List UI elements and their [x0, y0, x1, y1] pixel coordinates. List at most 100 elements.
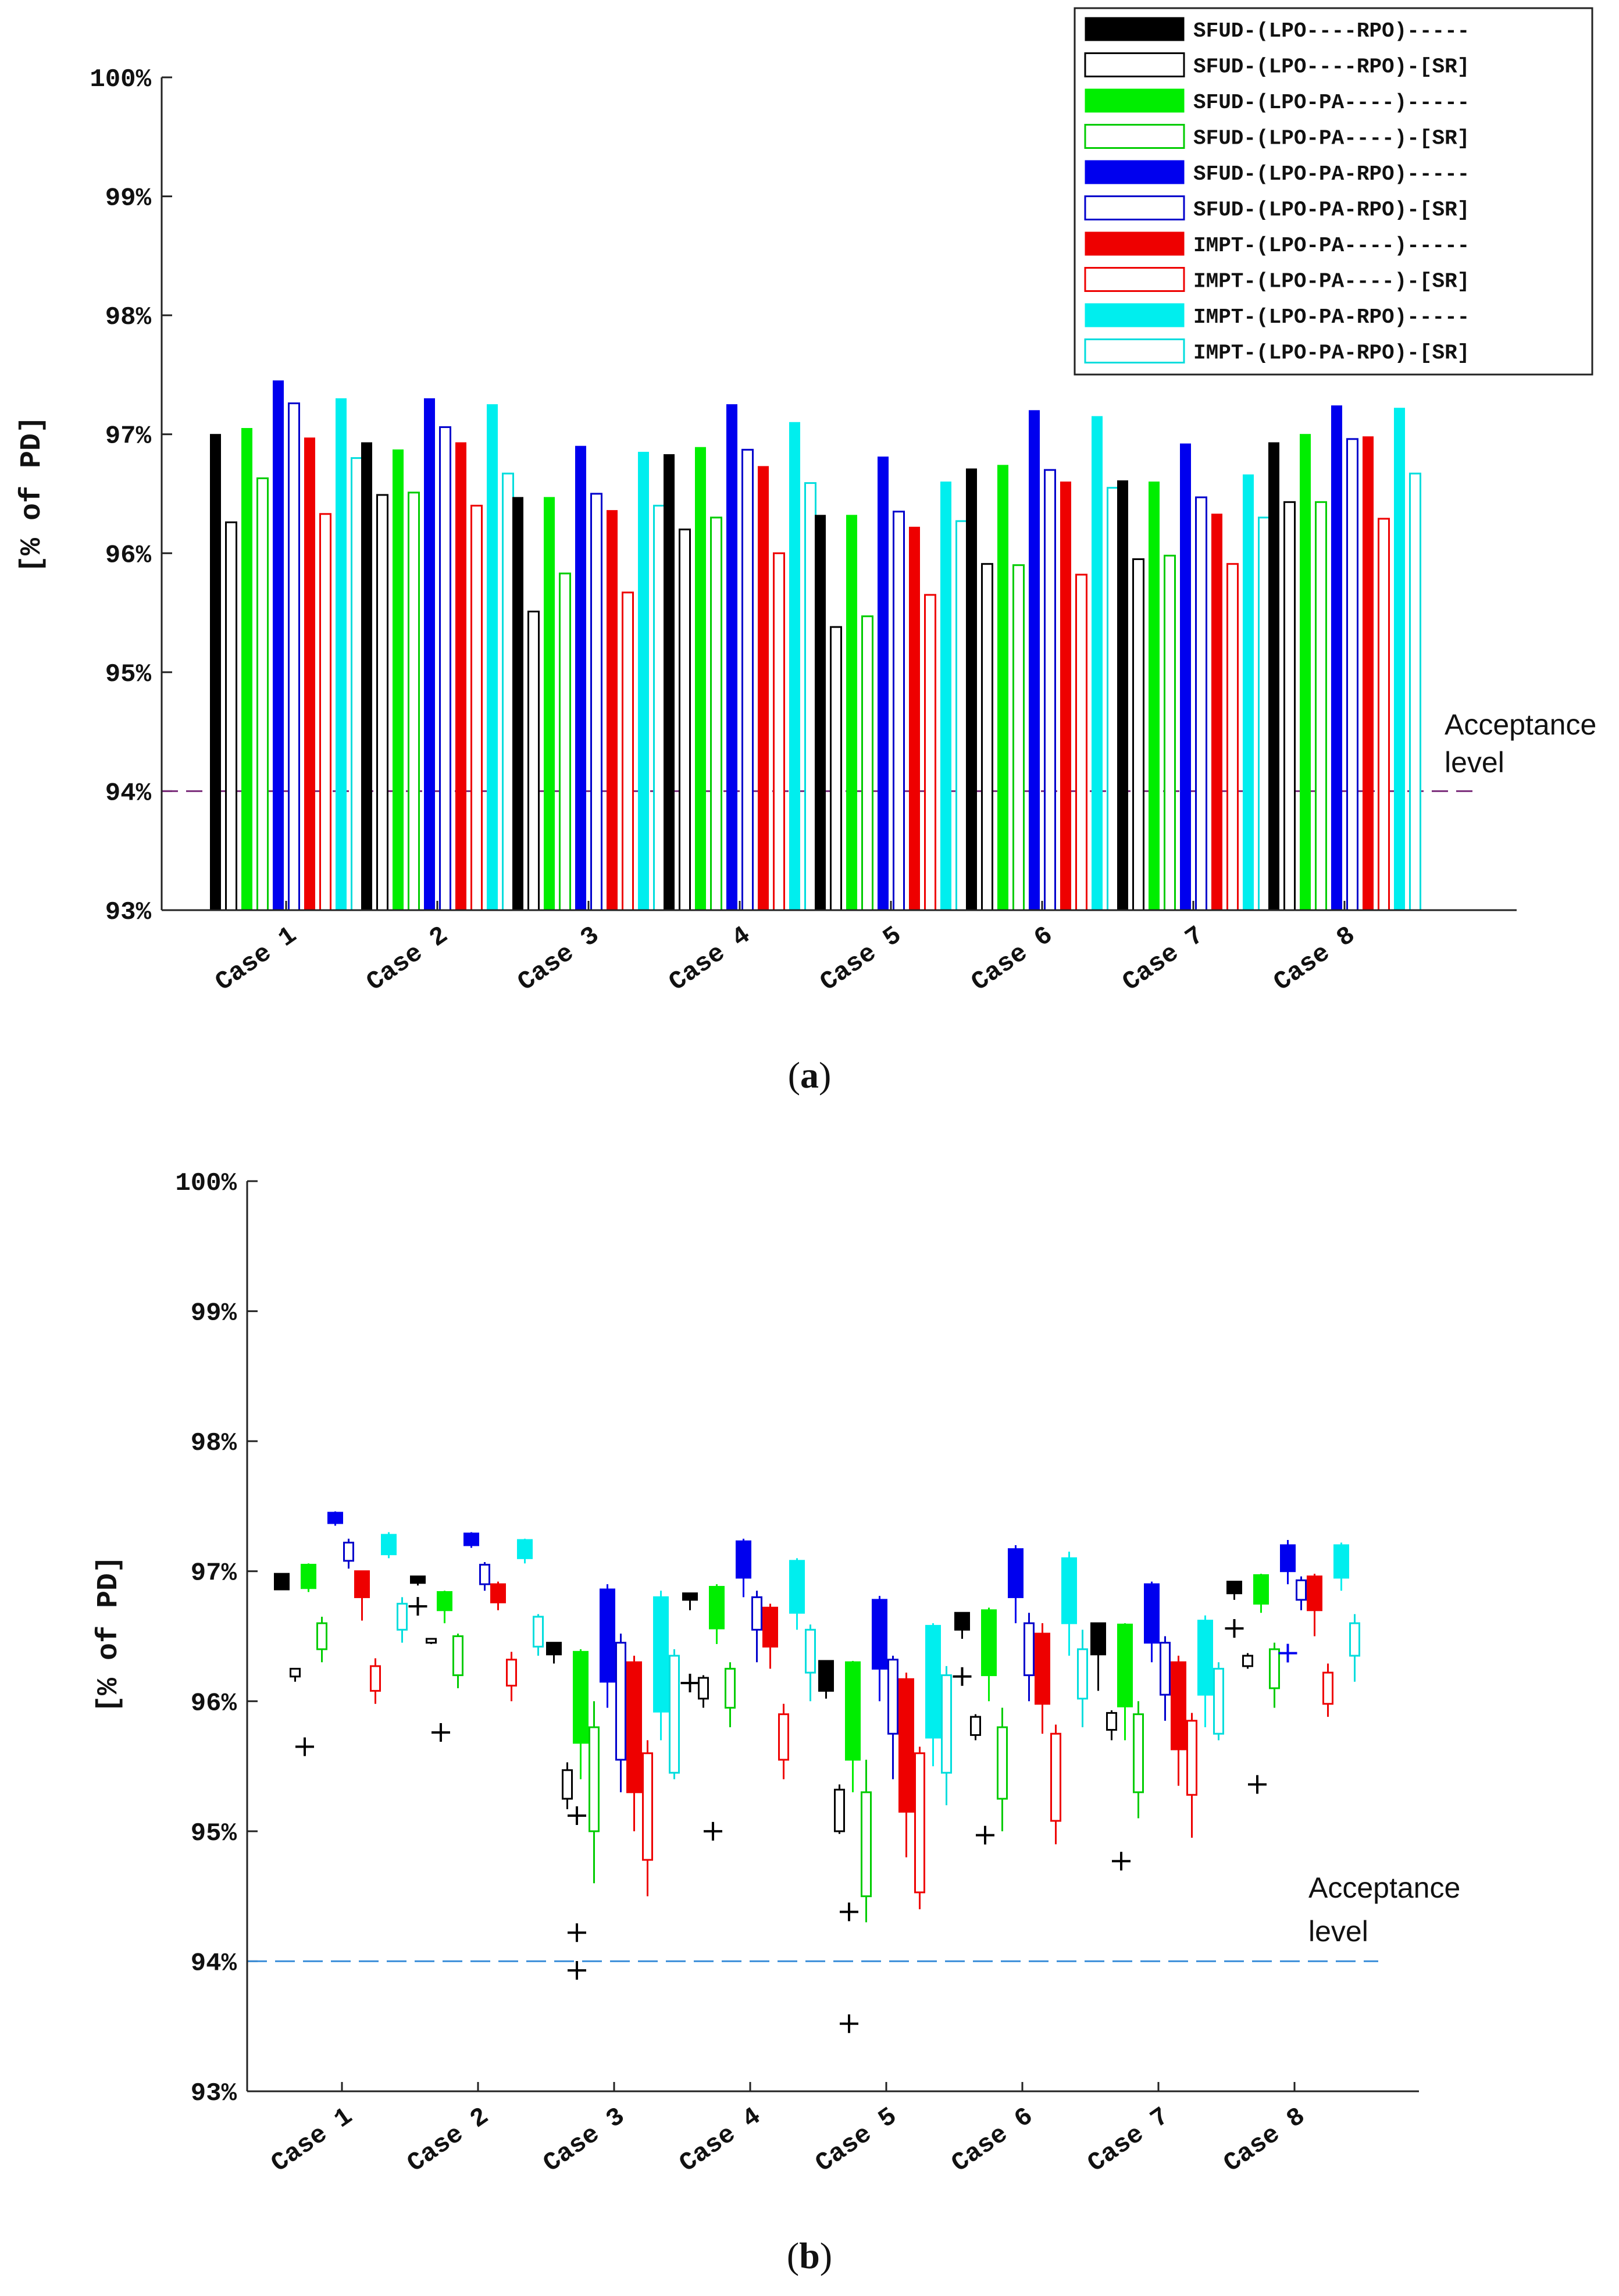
- bar: [638, 451, 649, 911]
- bar: [789, 422, 800, 911]
- legend-entry: SFUD-(LPO----RPO)-----: [1193, 19, 1470, 43]
- box: [1253, 1574, 1269, 1605]
- bar: [1180, 443, 1191, 911]
- x-tick-label: Case 1: [266, 2102, 358, 2179]
- box: [463, 1532, 479, 1546]
- y-tick-label: 93%: [191, 2079, 237, 2108]
- panel-a-axes: [161, 77, 1517, 911]
- x-tick-label: Case 6: [947, 2102, 1039, 2179]
- bar: [1268, 442, 1279, 911]
- box: [698, 1677, 709, 1700]
- legend-entry: SFUD-(LPO-PA----)-[SR]: [1193, 127, 1470, 151]
- x-tick-label: Case 2: [402, 2102, 494, 2179]
- panel-a-bar-chart: 93%94%95%96%97%98%99%100% Case 1 Case 2 Ca…: [16, 7, 1596, 1096]
- bar: [1394, 408, 1405, 911]
- box: [1280, 1544, 1296, 1573]
- x-tick-label: Case 7: [1118, 921, 1210, 998]
- bar: [653, 504, 665, 911]
- bar: [273, 380, 284, 911]
- bar: [351, 457, 363, 911]
- box: [452, 1635, 463, 1677]
- box: [1144, 1583, 1160, 1644]
- bar: [726, 404, 737, 911]
- bar: [846, 515, 857, 911]
- box: [1077, 1648, 1088, 1700]
- bar: [1243, 474, 1254, 911]
- x-tick-label: Case 3: [539, 2102, 630, 2179]
- box: [834, 1788, 845, 1832]
- legend-swatch: [1084, 267, 1185, 292]
- bar: [376, 494, 388, 911]
- bar: [393, 449, 404, 911]
- box: [573, 1650, 589, 1744]
- bar: [1029, 410, 1040, 911]
- bar: [679, 528, 691, 911]
- panel-b-y-axis: 93% 94% 95% 96% 97% 98% 99% 100%: [175, 1169, 258, 2108]
- box: [381, 1534, 397, 1556]
- bar: [1226, 563, 1239, 911]
- bar: [590, 493, 602, 911]
- x-tick-label: Case 5: [815, 921, 907, 998]
- box: [301, 1564, 316, 1589]
- y-tick-label: 96%: [105, 541, 152, 570]
- box: [354, 1570, 370, 1598]
- legend-swatch: [1084, 124, 1185, 149]
- box: [437, 1591, 452, 1612]
- legend-entry: IMPT-(LPO-PA----)-----: [1193, 234, 1470, 258]
- x-tick-label: Case 8: [1269, 921, 1361, 998]
- bar: [878, 457, 889, 911]
- bar: [241, 427, 252, 911]
- bar: [288, 402, 300, 911]
- bar: [940, 482, 951, 911]
- bar: [225, 521, 237, 911]
- bar: [1149, 482, 1160, 911]
- legend-entry: SFUD-(LPO-PA-RPO)-----: [1193, 162, 1470, 186]
- box: [615, 1642, 626, 1761]
- legend-swatch: [1085, 17, 1185, 41]
- x-tick-label: Case 2: [362, 921, 454, 998]
- box: [709, 1586, 725, 1630]
- bar: [1107, 487, 1119, 911]
- bar: [408, 491, 420, 911]
- legend-swatch: [1084, 338, 1185, 363]
- box: [1024, 1622, 1035, 1677]
- bar: [955, 520, 968, 911]
- box: [562, 1769, 573, 1800]
- y-tick-label: 98%: [105, 303, 152, 332]
- bar: [710, 516, 722, 911]
- bar: [1363, 436, 1374, 911]
- bar: [1409, 472, 1421, 911]
- bar: [1283, 501, 1296, 911]
- panel-a-x-axis: Case 1 Case 2 Case 3 Case 4 Case 5 Case 6 Case…: [211, 901, 1361, 997]
- bar: [1331, 405, 1342, 911]
- box: [1133, 1713, 1144, 1794]
- legend-swatch: [1085, 231, 1185, 256]
- bar: [607, 510, 618, 911]
- box: [1197, 1620, 1213, 1696]
- legend: SFUD-(LPO----RPO)----- SFUD-(LPO----RPO)-…: [1074, 7, 1593, 376]
- box: [1160, 1642, 1171, 1696]
- box: [845, 1661, 861, 1761]
- bar: [861, 615, 873, 911]
- bar: [1211, 514, 1222, 911]
- bar: [997, 465, 1008, 911]
- bar: [439, 426, 451, 911]
- bar: [815, 515, 826, 911]
- box: [925, 1625, 941, 1739]
- box: [1333, 1544, 1349, 1579]
- box: [669, 1655, 680, 1774]
- box: [1186, 1720, 1197, 1796]
- box: [626, 1661, 642, 1794]
- box: [1296, 1579, 1307, 1601]
- box: [1008, 1548, 1024, 1598]
- box: [778, 1713, 789, 1761]
- panel-b-x-axis: Case 1 Case 2 Case 3 Case 4 Case 5 Case 6 Case…: [266, 2082, 1311, 2179]
- box: [981, 1609, 997, 1677]
- box: [479, 1564, 490, 1585]
- x-tick-label: Case 8: [1219, 2102, 1311, 2179]
- box: [653, 1596, 669, 1713]
- y-tick-label: 99%: [191, 1299, 237, 1328]
- box: [736, 1540, 751, 1579]
- y-tick-label: 96%: [191, 1689, 237, 1718]
